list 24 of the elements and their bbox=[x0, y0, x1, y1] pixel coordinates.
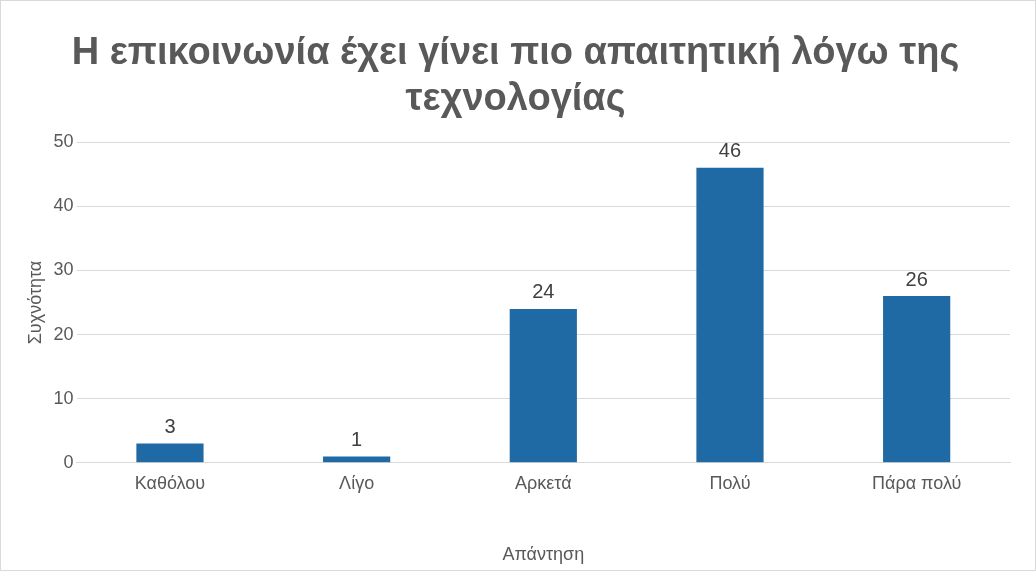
y-tick-label: 40 bbox=[53, 195, 74, 216]
y-tick-label: 20 bbox=[53, 323, 74, 344]
x-tick-label: Καθόλου bbox=[134, 472, 206, 493]
x-tick-label: Αρκετά bbox=[515, 472, 572, 493]
y-tick-label: 10 bbox=[53, 387, 74, 408]
y-axis-title: Συχνότητα bbox=[24, 260, 45, 345]
data-label: 3 bbox=[164, 415, 176, 438]
x-axis-title: Απάντηση bbox=[502, 544, 585, 565]
y-tick-label: 0 bbox=[63, 451, 74, 472]
bar bbox=[323, 456, 391, 463]
bar bbox=[509, 308, 577, 463]
x-tick-label: Πολύ bbox=[709, 472, 751, 493]
y-tick-label: 50 bbox=[53, 131, 74, 152]
x-tick-label: Λίγο bbox=[339, 472, 375, 493]
data-label: 24 bbox=[532, 280, 555, 303]
bar bbox=[136, 443, 204, 463]
bar bbox=[883, 296, 951, 463]
data-label: 1 bbox=[351, 427, 363, 450]
chart-title: Η επικοινωνία έχει γίνει πιο απαιτητική λόγω της τεχνολογίας bbox=[71, 30, 960, 118]
y-tick-label: 30 bbox=[53, 259, 74, 280]
x-tick-label: Πάρα πολύ bbox=[872, 472, 962, 493]
data-label: 26 bbox=[905, 267, 928, 290]
bar bbox=[696, 167, 764, 463]
data-label: 46 bbox=[718, 139, 742, 162]
